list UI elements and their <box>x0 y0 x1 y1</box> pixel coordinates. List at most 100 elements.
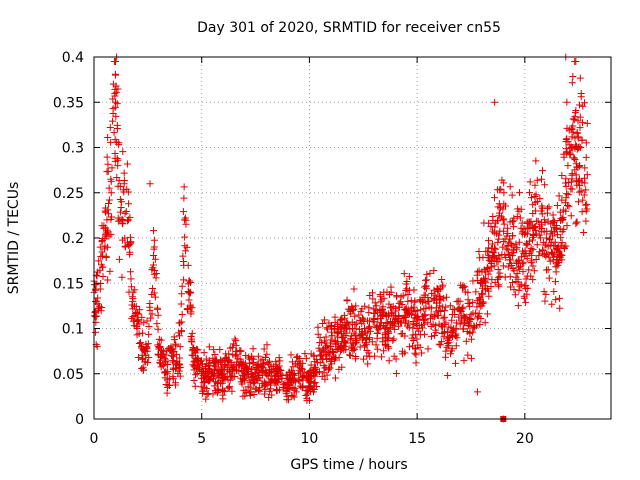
data-point <box>102 229 110 237</box>
data-point <box>385 329 393 337</box>
data-point <box>187 310 195 318</box>
data-point <box>139 329 147 337</box>
data-point <box>114 156 122 164</box>
data-point <box>522 241 530 249</box>
data-point <box>411 311 419 319</box>
data-point <box>559 206 567 214</box>
data-point <box>393 292 401 300</box>
data-point <box>579 102 587 110</box>
data-point <box>220 388 228 396</box>
data-point <box>582 201 590 209</box>
data-point <box>422 285 430 293</box>
data-point <box>546 257 554 265</box>
data-point <box>325 364 333 372</box>
data-point <box>288 378 296 386</box>
data-point <box>112 112 120 120</box>
data-point <box>255 384 263 392</box>
data-point <box>266 357 274 365</box>
data-point <box>149 261 157 269</box>
data-point <box>448 345 456 353</box>
data-point <box>449 328 457 336</box>
data-point <box>469 277 477 285</box>
data-point <box>114 85 122 93</box>
data-point <box>563 190 571 198</box>
data-point <box>172 364 180 372</box>
data-point <box>499 262 507 270</box>
data-point <box>298 374 306 382</box>
data-point <box>102 254 110 262</box>
data-point <box>154 350 162 358</box>
data-point <box>103 216 111 224</box>
data-point <box>204 390 212 398</box>
data-point <box>228 343 236 351</box>
data-point <box>185 296 193 304</box>
data-point <box>473 303 481 311</box>
data-point <box>244 370 252 378</box>
data-point <box>193 345 201 353</box>
data-points <box>90 53 591 423</box>
data-point <box>563 124 571 132</box>
data-point <box>276 386 284 394</box>
data-point <box>281 379 289 387</box>
data-point <box>527 259 535 267</box>
data-point <box>92 318 100 326</box>
data-point <box>366 327 374 335</box>
data-point <box>340 333 348 341</box>
data-point <box>304 387 312 395</box>
data-point <box>346 306 354 314</box>
data-point <box>144 358 152 366</box>
data-point <box>513 259 521 267</box>
data-point <box>571 166 579 174</box>
data-point <box>523 255 531 263</box>
data-point <box>570 116 578 124</box>
data-point <box>319 319 327 327</box>
data-point <box>543 209 551 217</box>
data-point <box>219 387 227 395</box>
data-point <box>442 353 450 361</box>
data-point <box>514 302 522 310</box>
data-point <box>263 350 271 358</box>
outlier-point <box>93 343 101 351</box>
data-point <box>438 276 446 284</box>
data-point <box>576 182 584 190</box>
data-point <box>451 310 459 318</box>
data-point <box>516 214 524 222</box>
data-point <box>161 374 169 382</box>
data-point <box>369 318 377 326</box>
data-point <box>178 318 186 326</box>
data-point <box>152 270 160 278</box>
data-point <box>296 382 304 390</box>
x-tick-label: 20 <box>516 431 534 447</box>
data-point <box>522 298 530 306</box>
data-point <box>107 138 115 146</box>
data-point <box>176 343 184 351</box>
x-axis-label: GPS time / hours <box>290 457 407 473</box>
data-point <box>571 156 579 164</box>
data-point <box>109 105 117 113</box>
data-point <box>581 164 589 172</box>
data-point <box>452 359 460 367</box>
data-point <box>413 335 421 343</box>
data-point <box>115 177 123 185</box>
data-point <box>95 257 103 265</box>
data-point <box>458 305 466 313</box>
data-point <box>139 363 147 371</box>
data-point <box>500 227 508 235</box>
data-point <box>104 167 112 175</box>
data-point <box>267 385 275 393</box>
data-point <box>116 182 124 190</box>
data-point <box>151 255 159 263</box>
data-point <box>178 327 186 335</box>
y-tick-label: 0.35 <box>53 95 84 111</box>
data-point <box>412 351 420 359</box>
data-point <box>550 288 558 296</box>
data-point <box>311 379 319 387</box>
data-point <box>524 223 532 231</box>
data-point <box>282 372 290 380</box>
data-point <box>111 90 119 98</box>
data-point <box>104 160 112 168</box>
data-point <box>405 324 413 332</box>
data-point <box>566 150 574 158</box>
data-point <box>576 113 584 121</box>
data-point <box>538 204 546 212</box>
